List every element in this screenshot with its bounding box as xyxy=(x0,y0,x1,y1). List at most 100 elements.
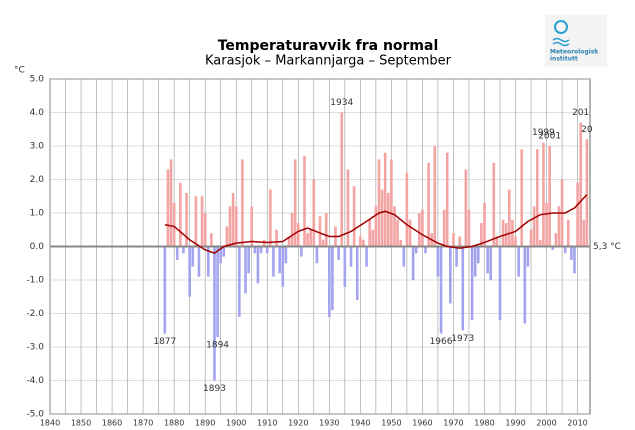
bar xyxy=(514,236,517,247)
bar xyxy=(532,206,536,247)
bar xyxy=(272,246,275,277)
y-tick-label: 0.0 xyxy=(30,242,45,252)
bar xyxy=(377,159,381,247)
x-tick-label: 1840 xyxy=(40,419,60,428)
y-tick-label: 3.0 xyxy=(30,142,45,152)
bar xyxy=(206,246,210,277)
bar xyxy=(464,169,468,247)
annotation: 1973 xyxy=(451,334,474,344)
y-tick-label: -1.0 xyxy=(26,276,44,286)
bar xyxy=(374,206,378,247)
bar xyxy=(172,202,176,247)
bar xyxy=(163,246,167,334)
bar xyxy=(492,162,496,247)
bar xyxy=(439,246,443,334)
bar xyxy=(570,246,573,260)
bar xyxy=(315,246,319,264)
bar xyxy=(256,246,260,284)
logo-waves xyxy=(552,37,570,47)
bar xyxy=(312,179,316,247)
smooth-line xyxy=(164,194,588,255)
x-tick-label: 1940 xyxy=(350,419,370,428)
annotation: 201 xyxy=(572,108,589,118)
logo-text: Meteorologisk xyxy=(550,49,599,56)
bar xyxy=(253,246,257,254)
bar xyxy=(262,239,266,247)
y-tick-label: 4.0 xyxy=(30,108,45,118)
bar xyxy=(281,246,285,287)
bar xyxy=(188,246,191,297)
bar xyxy=(368,219,371,247)
annotation: 2001 xyxy=(538,132,561,142)
y-tick-label: 1.0 xyxy=(30,209,45,219)
bar xyxy=(551,246,555,250)
bar xyxy=(331,246,334,311)
x-tick-label: 1900 xyxy=(226,419,246,428)
bar xyxy=(296,223,300,247)
bar xyxy=(458,236,461,247)
annotation: 1877 xyxy=(153,337,176,347)
bar xyxy=(480,223,483,247)
bar xyxy=(228,206,232,247)
bar xyxy=(300,246,303,257)
bar xyxy=(585,139,589,247)
bar xyxy=(238,246,241,317)
x-tick-label: 2000 xyxy=(536,419,556,428)
x-tick-label: 1980 xyxy=(474,419,494,428)
y-tick-label: -2.0 xyxy=(26,309,44,319)
bar xyxy=(470,246,474,321)
bar xyxy=(455,246,458,267)
bar xyxy=(244,246,247,294)
bar xyxy=(343,246,347,287)
x-tick-label: 1950 xyxy=(381,419,401,428)
bar xyxy=(225,226,229,247)
x-tick-label: 1930 xyxy=(319,419,339,428)
bar xyxy=(241,159,244,247)
x-tick-label: 1850 xyxy=(71,419,91,428)
bar xyxy=(452,233,455,247)
bar xyxy=(265,246,269,254)
bar xyxy=(545,202,548,247)
bar xyxy=(501,219,505,247)
x-tick-label: 1910 xyxy=(257,419,277,428)
bar xyxy=(566,219,570,247)
bar xyxy=(213,246,216,381)
bar xyxy=(476,246,480,264)
bar xyxy=(340,112,344,247)
bar xyxy=(483,202,486,247)
bar xyxy=(445,152,449,247)
bar xyxy=(508,189,511,247)
annotation: 1934 xyxy=(330,98,353,108)
bar xyxy=(222,246,226,257)
bar xyxy=(200,196,204,247)
bar xyxy=(365,246,368,267)
x-tick-label: 1880 xyxy=(164,419,184,428)
bar xyxy=(284,246,288,264)
bar xyxy=(182,246,185,254)
y-tick-label: -3.0 xyxy=(26,343,44,353)
bar xyxy=(250,206,254,247)
y-tick-label: -4.0 xyxy=(26,376,44,386)
annotation: 1893 xyxy=(203,384,226,394)
bar xyxy=(355,246,359,301)
baseline-label: 5,3 °C xyxy=(593,242,621,252)
y-tick-label: 2.0 xyxy=(30,175,45,185)
y-tick-label: -5.0 xyxy=(26,410,44,420)
bar xyxy=(402,246,406,267)
bar xyxy=(526,246,530,267)
bar xyxy=(337,246,340,260)
bar xyxy=(436,246,440,277)
bar xyxy=(554,233,558,247)
bar xyxy=(210,233,213,247)
bar xyxy=(306,233,309,247)
bar xyxy=(576,182,579,247)
bar xyxy=(442,209,446,247)
bar xyxy=(349,246,353,267)
bar xyxy=(278,246,281,274)
bar xyxy=(166,169,170,247)
bar xyxy=(194,196,198,247)
bar xyxy=(427,162,430,247)
bar xyxy=(293,159,297,247)
bar xyxy=(421,209,424,247)
x-tick-label: 2010 xyxy=(567,419,587,428)
